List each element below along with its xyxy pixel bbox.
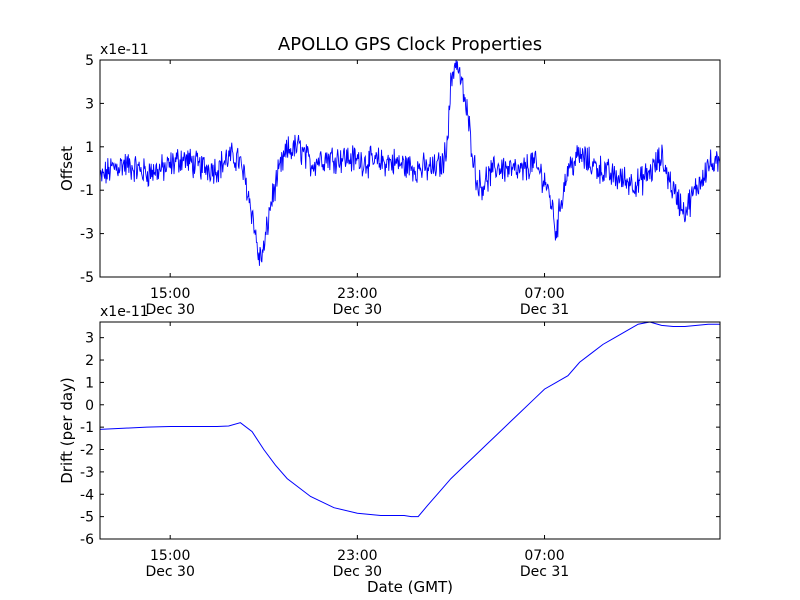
axes-frame	[99, 321, 721, 540]
series-line	[100, 60, 720, 266]
y-tick-label: -3	[80, 465, 94, 481]
y-tick-label: -1	[80, 420, 94, 436]
y-tick-label: -1	[80, 183, 94, 199]
chart-title: APOLLO GPS Clock Properties	[278, 34, 542, 55]
x-tick-label: 07:00	[524, 286, 564, 302]
x-tick-date-label: Dec 30	[333, 564, 382, 580]
y-tick-label: 3	[85, 96, 94, 112]
y-axis-label: Offset	[58, 146, 76, 191]
x-tick-date-label: Dec 30	[146, 302, 195, 318]
y-tick-label: -5	[80, 270, 94, 286]
x-tick-date-label: Dec 31	[520, 564, 569, 580]
y-tick-label: -2	[80, 443, 94, 459]
y-tick-label: 2	[85, 353, 94, 369]
y-tick-label: 3	[85, 331, 94, 347]
y-tick-label: 1	[85, 140, 94, 156]
x-tick-label: 07:00	[524, 548, 564, 564]
x-tick-label: 23:00	[337, 286, 377, 302]
y-tick-label: 0	[85, 398, 94, 414]
x-tick-label: 15:00	[150, 548, 190, 564]
x-tick-label: 15:00	[150, 286, 190, 302]
x-tick-label: 23:00	[337, 548, 377, 564]
y-tick-label: -5	[80, 510, 94, 526]
x-tick-date-label: Dec 30	[146, 564, 195, 580]
y-multiplier-label: x1e-11	[100, 42, 149, 58]
y-tick-label: 1	[85, 375, 94, 391]
series-line	[100, 322, 720, 518]
y-tick-label: -4	[80, 487, 94, 503]
axes-frame	[99, 59, 721, 278]
x-axis-label: Date (GMT)	[367, 578, 453, 596]
y-tick-label: -6	[80, 532, 94, 548]
x-tick-date-label: Dec 30	[333, 302, 382, 318]
y-tick-label: 5	[85, 53, 94, 69]
y-axis-label: Drift (per day)	[58, 377, 76, 484]
x-tick-date-label: Dec 31	[520, 302, 569, 318]
y-multiplier-label: x1e-11	[100, 304, 149, 320]
y-tick-label: -3	[80, 227, 94, 243]
